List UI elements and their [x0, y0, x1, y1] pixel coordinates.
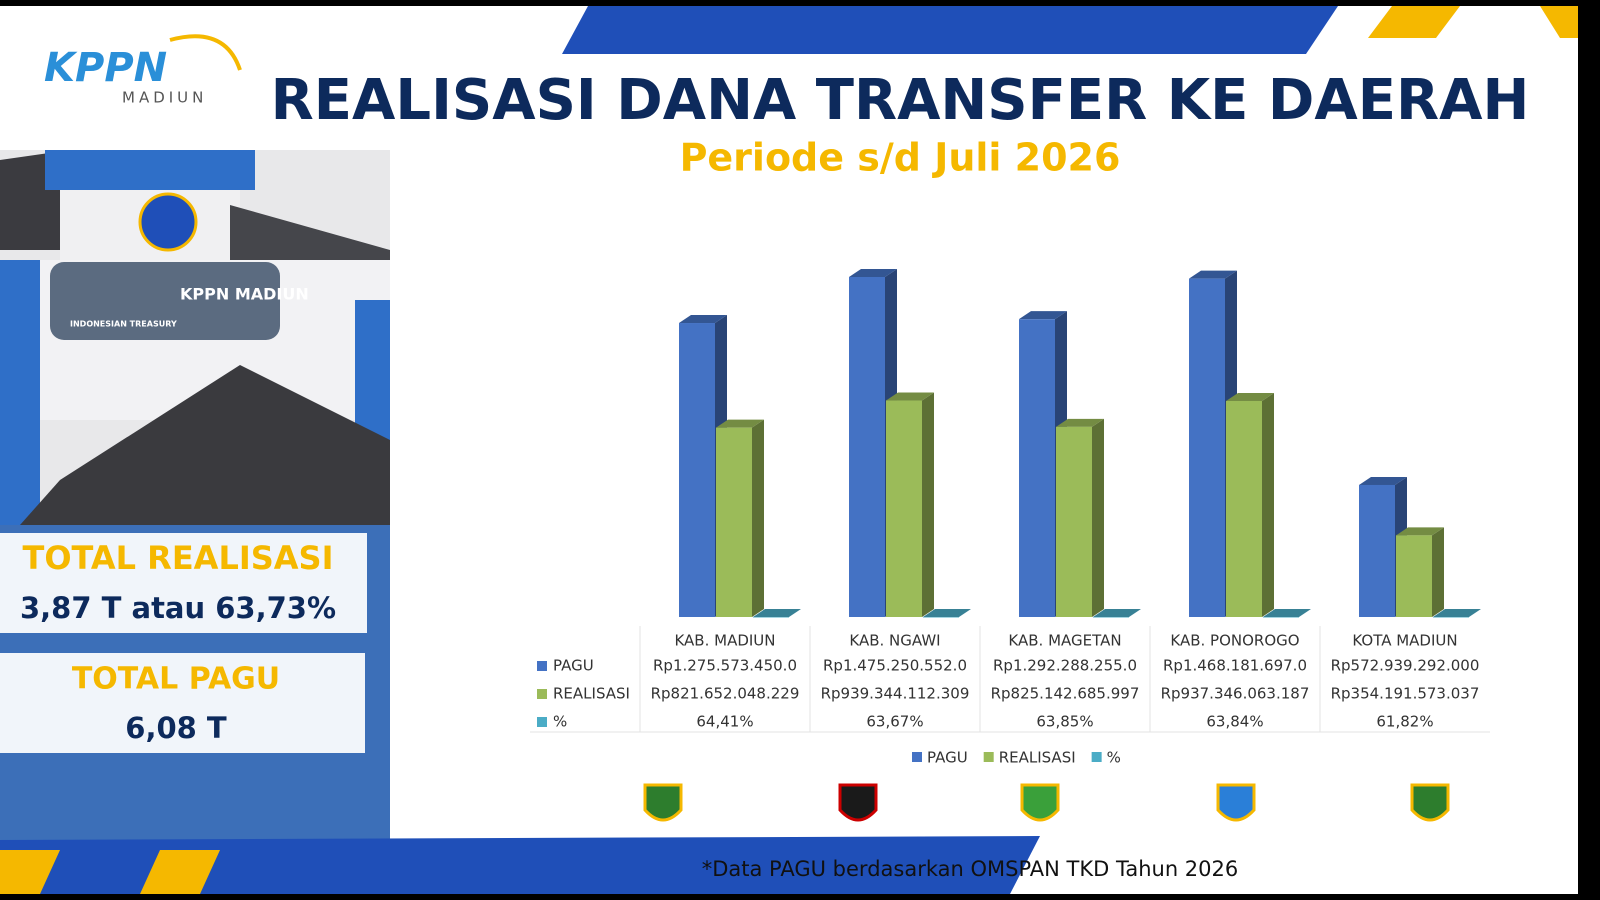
bar — [1093, 617, 1129, 618]
category-label: KOTA MADIUN — [1352, 632, 1457, 650]
table-value: Rp1.475.250.552.0 — [823, 657, 967, 675]
table-value: Rp1.275.573.450.0 — [653, 657, 797, 675]
title: REALISASI DANA TRANSFER KE DAERAH — [271, 68, 1530, 133]
bar — [1396, 535, 1432, 617]
bar-side — [922, 392, 934, 617]
bar-top — [849, 269, 897, 277]
table-value: 63,84% — [1206, 713, 1263, 731]
table-value: 63,85% — [1036, 713, 1093, 731]
table-swatch — [537, 661, 547, 671]
bar — [753, 617, 789, 618]
bar-top — [1226, 392, 1274, 401]
legend-swatch — [1091, 752, 1102, 762]
legend-label: PAGU — [927, 749, 968, 767]
bar — [1189, 278, 1225, 617]
bar — [1263, 617, 1299, 618]
table-value: 64,41% — [696, 713, 753, 731]
summary-value: 3,87 T atau 63,73% — [20, 591, 336, 625]
bar-top — [753, 609, 801, 617]
category-label: KAB. MADIUN — [674, 632, 775, 650]
bar — [1226, 400, 1262, 617]
legend-swatch — [912, 752, 922, 762]
bar-top — [886, 392, 934, 401]
summary-label: TOTAL REALISASI — [23, 539, 334, 577]
bar-top — [1396, 527, 1444, 536]
table-value: Rp354.191.573.037 — [1331, 685, 1480, 703]
deco — [1368, 6, 1460, 38]
summary-box — [0, 533, 367, 633]
logo-arc — [169, 34, 242, 71]
logo-text: KPPN — [44, 45, 167, 91]
table-value: 61,82% — [1376, 713, 1433, 731]
bar-side — [1092, 418, 1104, 617]
table-row-label: % — [553, 713, 567, 731]
summary-box — [0, 653, 365, 753]
table-swatch — [537, 717, 547, 727]
bar — [1019, 319, 1055, 617]
sign-sub: INDONESIAN TREASURY — [70, 320, 177, 329]
bar-top — [1056, 418, 1104, 427]
bar-top — [716, 419, 764, 428]
summary-value: 6,08 T — [125, 711, 227, 745]
category-label: KAB. MAGETAN — [1008, 632, 1121, 650]
table-row-label: REALISASI — [553, 685, 630, 703]
table-value: Rp1.468.181.697.0 — [1163, 657, 1307, 675]
table-row-label: PAGU — [553, 657, 594, 675]
bar — [849, 277, 885, 617]
bar-top — [1263, 609, 1311, 617]
bar-top — [1433, 609, 1481, 617]
bar-top — [923, 609, 971, 617]
subtitle: Periode s/d Juli 2026 — [680, 136, 1121, 180]
legend-swatch — [983, 752, 994, 762]
category-label: KAB. NGAWI — [849, 632, 940, 650]
table-value: Rp572.939.292.000 — [1331, 657, 1480, 675]
bottom-band — [0, 836, 1040, 894]
bar-side — [1262, 392, 1274, 617]
legend-label: REALISASI — [999, 749, 1076, 767]
legend-label: % — [1107, 749, 1121, 767]
deco — [140, 850, 220, 894]
category-label: KAB. PONOROGO — [1170, 632, 1299, 650]
table-value: Rp937.346.063.187 — [1161, 685, 1310, 703]
table-value: Rp939.344.112.309 — [821, 685, 970, 703]
table-swatch — [537, 689, 547, 699]
bar-top — [1359, 476, 1407, 485]
table-value: 63,67% — [866, 713, 923, 731]
summary-label: TOTAL PAGU — [72, 662, 280, 697]
emblems — [643, 783, 1450, 822]
bar — [923, 617, 959, 618]
table-value: Rp1.292.288.255.0 — [993, 657, 1137, 675]
deco — [0, 850, 60, 894]
bar-top — [1093, 609, 1141, 617]
footnote: *Data PAGU berdasarkan OMSPAN TKD Tahun … — [702, 857, 1239, 881]
bar-top — [679, 315, 727, 324]
table-value: Rp821.652.048.229 — [651, 685, 800, 703]
bar — [886, 400, 922, 617]
sign-text: KPPN MADIUN — [180, 285, 309, 304]
deco — [1540, 6, 1578, 38]
table-value: Rp825.142.685.997 — [991, 685, 1140, 703]
bar — [679, 323, 715, 617]
bar-top — [1019, 311, 1067, 320]
bar-side — [1432, 527, 1444, 617]
logo-sub: MADIUN — [122, 89, 207, 107]
bar-side — [752, 419, 764, 617]
bar — [716, 427, 752, 617]
top-band — [562, 6, 1338, 54]
bar — [1359, 484, 1395, 617]
bar — [1056, 426, 1092, 617]
bar — [1433, 617, 1469, 618]
bar-top — [1189, 270, 1237, 279]
